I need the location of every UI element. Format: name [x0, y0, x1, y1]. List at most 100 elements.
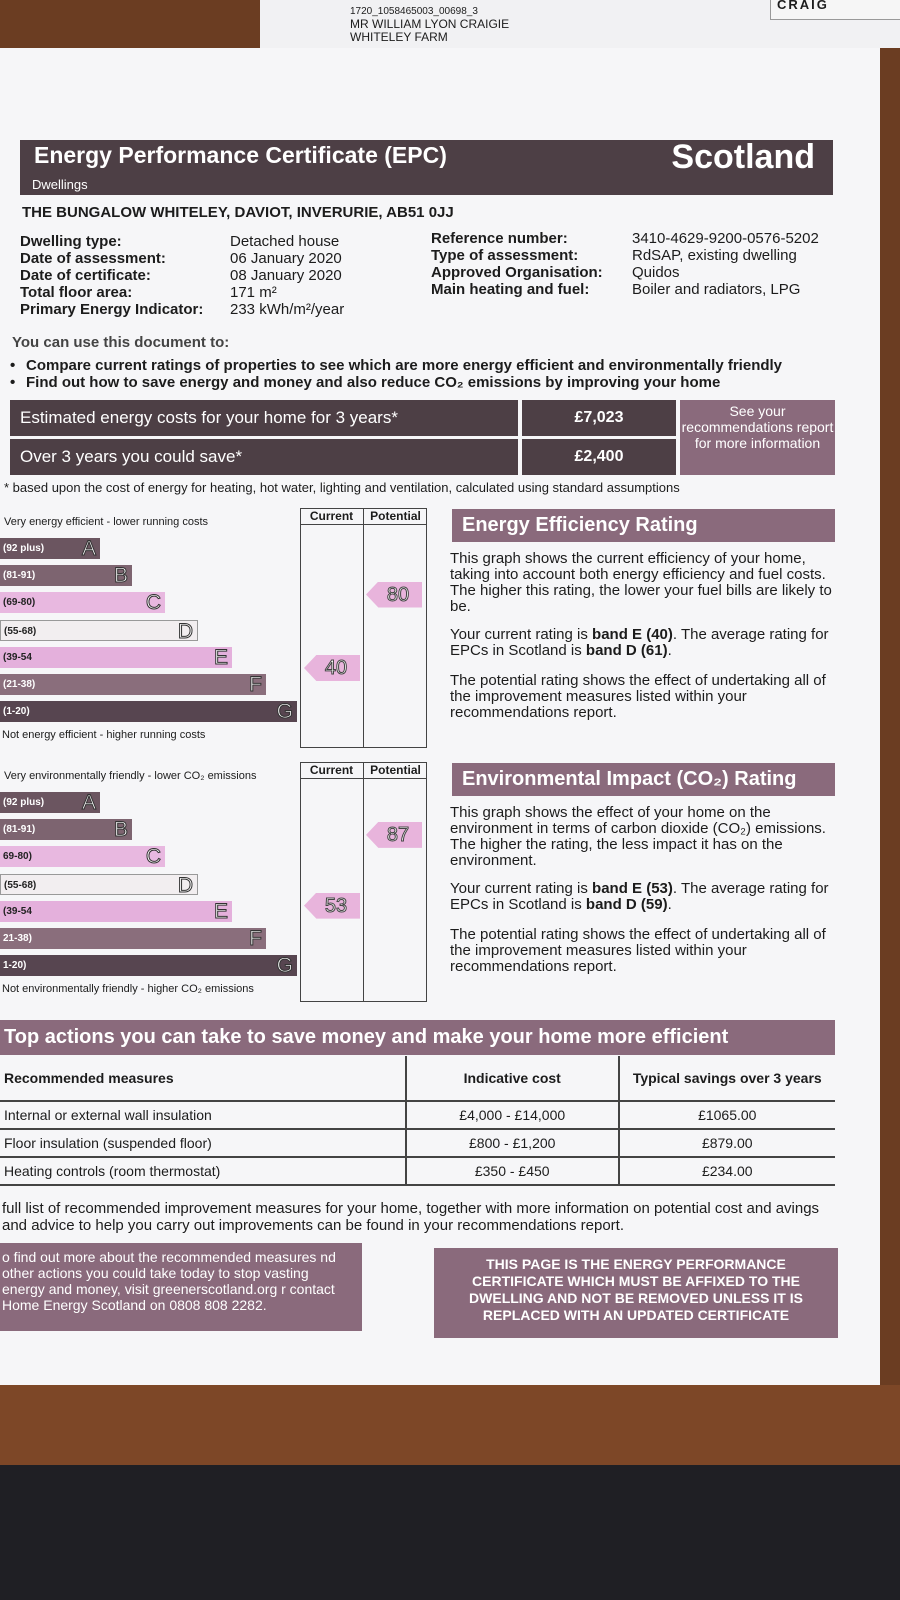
band-letter: A — [81, 537, 96, 561]
band-letter: A — [81, 791, 96, 815]
band-letter: C — [145, 845, 161, 869]
table-cell: £234.00 — [617, 1157, 835, 1186]
envelope-corner: CRAIG — [770, 0, 900, 20]
rating-band: (21-38) F — [0, 673, 266, 697]
costs-note: See your recommendations report for more… — [680, 400, 835, 475]
rating-band: (81-91) B — [0, 564, 132, 588]
envelope-name: MR WILLIAM LYON CRAIGIE — [350, 17, 510, 31]
rating-band: (39-54 E — [0, 899, 232, 923]
uses-heading: You can use this document to: — [12, 334, 230, 351]
rating-para: This graph shows the effect of your home… — [450, 804, 826, 869]
band-range: (1-20) — [3, 706, 30, 718]
top-label: Very energy efficient - lower running co… — [4, 516, 209, 528]
header-cell: Indicative cost — [404, 1056, 619, 1102]
rating-band: 21-38) F — [0, 927, 266, 951]
header-cell: Recommended measures — [0, 1056, 406, 1102]
detail-value: Quidos — [632, 264, 680, 281]
header-line — [300, 778, 427, 779]
band-range: (21-38) — [3, 679, 36, 690]
current-arrow: 53 — [304, 892, 360, 919]
potential-arrow: 80 — [366, 581, 422, 608]
para-run: band E (40) — [592, 626, 673, 643]
detail-row: Date of assessment: 06 January 2020 — [20, 250, 440, 267]
para-run: Your current rating is — [450, 626, 593, 643]
rating-heading: Energy Efficiency Rating — [452, 509, 835, 542]
rating-band: (92 plus) A — [0, 537, 100, 561]
detail-label: Reference number: — [431, 230, 568, 247]
detail-value: 08 January 2020 — [230, 267, 342, 284]
band-letter: E — [213, 645, 228, 669]
rating-band: 69-80) C — [0, 845, 165, 869]
para-run: . — [667, 642, 672, 659]
rating-para: This graph shows the current efficiency … — [450, 550, 832, 615]
rating-para: The potential rating shows the effect of… — [450, 926, 826, 975]
band-range: (81-91) — [3, 824, 36, 836]
para-run: band E (53) — [592, 880, 673, 897]
detail-label: Type of assessment: — [431, 247, 579, 264]
detail-row: Dwelling type: Detached house — [20, 233, 440, 250]
band-range: (69-80) — [3, 597, 36, 609]
header-cell: Typical savings over 3 years — [617, 1056, 835, 1102]
current-arrow: 40 — [304, 654, 360, 681]
table-cell: Floor insulation (suspended floor) — [0, 1129, 406, 1158]
bullet-text: Compare current ratings of properties to… — [26, 357, 783, 374]
rating-para: Your current rating is band E (53). The … — [450, 881, 835, 913]
table-cell: £4,000 - £14,000 — [404, 1101, 619, 1130]
envelope-reference: 1720_1058465003_00698_3 — [350, 6, 478, 17]
environment-rating: Current Potential Very environmentally fri… — [0, 762, 880, 1002]
header-line — [300, 524, 427, 525]
cost-row: Over 3 years you could save* £2,400 — [10, 439, 676, 475]
column-divider — [363, 762, 364, 1002]
potential-arrow: 87 — [366, 821, 422, 848]
detail-label: Approved Organisation: — [431, 264, 603, 281]
para-run: . The average rating for EPCs in Scotlan… — [450, 880, 829, 913]
bullet-dot: • — [10, 357, 16, 374]
column-divider — [363, 508, 364, 748]
para-run: band D (59) — [585, 896, 668, 913]
col-current: Current — [309, 763, 354, 777]
bullet: • Compare current ratings of properties t… — [10, 357, 782, 374]
band-range: 69-80) — [3, 851, 32, 863]
band-letter: D — [177, 619, 193, 643]
band-range: (92 plus) — [3, 543, 45, 554]
table-wood — [0, 1385, 900, 1465]
footer-notice: THIS PAGE IS THE ENERGY PERFORMANCE CERT… — [434, 1248, 838, 1338]
para-run: . The average rating for EPCs in Scotlan… — [450, 626, 829, 659]
col-potential: Potential — [370, 763, 421, 777]
actions-table: Recommended measures Indicative cost Typic… — [0, 1056, 835, 1186]
details-left: Dwelling type: Detached house Date of asse… — [20, 233, 440, 318]
footnote: * based upon the cost of energy for heat… — [4, 480, 680, 495]
footer-info: o find out more about the recommended me… — [0, 1243, 362, 1331]
col-current: Current — [309, 509, 354, 523]
para-run: band D (61) — [585, 642, 668, 659]
cost-label: Over 3 years you could save* — [10, 439, 518, 475]
certificate: Energy Performance Certificate (EPC) Sco… — [0, 48, 880, 1385]
rating-band: (92 plus) A — [0, 791, 100, 815]
detail-label: Date of certificate: — [20, 267, 151, 284]
rating-band: (39-54 E — [0, 645, 232, 669]
cost-row: Estimated energy costs for your home for… — [10, 400, 676, 436]
table-cell: Internal or external wall insulation — [0, 1101, 406, 1130]
band-letter: G — [276, 954, 293, 978]
table-cell: £879.00 — [617, 1129, 835, 1158]
band-letter: F — [249, 927, 263, 951]
band-range: (92 plus) — [3, 797, 45, 808]
bullet-dot: • — [10, 374, 16, 391]
table-row: Floor insulation (suspended floor) £800 -… — [0, 1129, 835, 1158]
detail-value: 233 kWh/m²/year — [230, 301, 345, 318]
floor — [0, 1465, 900, 1600]
detail-row: Total floor area: 171 m² — [20, 284, 440, 301]
rating-band: (69-80) C — [0, 591, 165, 615]
band-range: (39-54 — [3, 651, 32, 663]
uses-list: • Compare current ratings of properties t… — [10, 357, 782, 391]
envelope-address: WHITELEY FARM — [350, 30, 448, 44]
band-range: 21-38) — [3, 933, 32, 944]
detail-row: Primary Energy Indicator: 233 kWh/m²/year — [20, 301, 440, 318]
rating-band: (55-68) D — [0, 873, 198, 897]
detail-value: 171 m² — [230, 284, 277, 301]
detail-label: Date of assessment: — [20, 250, 166, 267]
table-cell: £1065.00 — [617, 1101, 835, 1130]
detail-label: Main heating and fuel: — [431, 281, 590, 298]
band-letter: B — [113, 564, 128, 588]
para-run: . — [667, 896, 672, 913]
